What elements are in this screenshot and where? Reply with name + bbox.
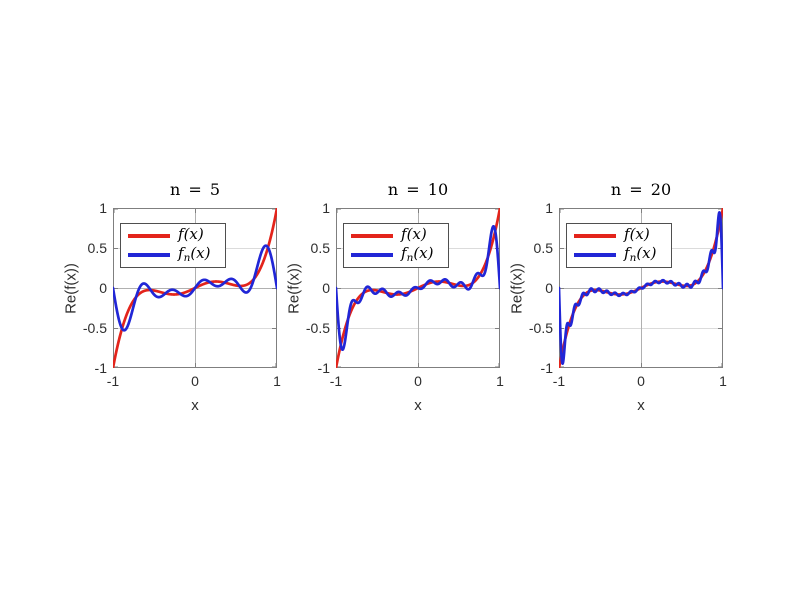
legend-line-swatch-f — [351, 234, 393, 238]
x-axis-label: x — [414, 397, 422, 414]
legend-label: f(x) — [401, 224, 427, 243]
legend-label: fn(x) — [401, 243, 434, 264]
legend: f(x) fn(x) — [566, 223, 672, 268]
x-tick-label: 1 — [719, 373, 727, 389]
curve — [336, 224, 500, 352]
subplot-title: n = 10 — [387, 180, 449, 199]
y-tick-label: 0 — [322, 280, 330, 296]
y-tick-label: -0.5 — [305, 320, 330, 336]
y-tick-label: 0 — [545, 280, 553, 296]
y-tick-label: 0.5 — [533, 240, 553, 256]
legend-label: f(x) — [624, 224, 650, 243]
x-axis-label: x — [191, 397, 199, 414]
legend-entry: f(x) — [128, 224, 220, 245]
legend-label: fn(x) — [178, 243, 211, 264]
y-tick-label: 0.5 — [310, 240, 330, 256]
y-tick-label: -0.5 — [82, 320, 107, 336]
legend-line-swatch-fn — [574, 253, 616, 257]
legend-line-swatch-f — [128, 234, 170, 238]
y-tick-label: -1 — [94, 360, 107, 376]
y-tick-label: -1 — [317, 360, 330, 376]
y-tick-label: -0.5 — [528, 320, 553, 336]
y-tick-label: 1 — [545, 200, 553, 216]
x-tick-label: -1 — [552, 373, 566, 389]
y-tick-label: 1 — [99, 200, 107, 216]
x-tick-label: -1 — [329, 373, 343, 389]
subplot-title: n = 20 — [610, 180, 672, 199]
x-tick-label: 0 — [191, 373, 199, 389]
subplot-n5: n = 5 Re(f(x)) 1 0.5 0 -0.5 -1 -1 0 1 x … — [63, 180, 281, 414]
curve — [559, 211, 723, 365]
y-tick-label: 0.5 — [87, 240, 107, 256]
legend-entry: fn(x) — [128, 243, 220, 264]
subplot-n10: n = 10 Re(f(x)) 1 0.5 0 -0.5 -1 -1 0 1 x… — [286, 180, 504, 414]
x-tick-label: 0 — [414, 373, 422, 389]
legend-line-swatch-f — [574, 234, 616, 238]
curve — [113, 244, 277, 332]
legend: f(x) fn(x) — [120, 223, 226, 268]
legend-entry: f(x) — [351, 224, 443, 245]
x-tick-label: 1 — [496, 373, 504, 389]
x-tick-label: -1 — [106, 373, 120, 389]
y-tick-label: -1 — [540, 360, 553, 376]
subplot-title: n = 5 — [169, 180, 221, 199]
x-tick-label: 1 — [273, 373, 281, 389]
legend-label: f(x) — [178, 224, 204, 243]
legend-entry: fn(x) — [351, 243, 443, 264]
subplot-n20: n = 20 Re(f(x)) 1 0.5 0 -0.5 -1 -1 0 1 x… — [509, 180, 727, 414]
y-tick-label: 1 — [322, 200, 330, 216]
legend-line-swatch-fn — [351, 253, 393, 257]
x-tick-label: 0 — [637, 373, 645, 389]
y-tick-label: 0 — [99, 280, 107, 296]
x-axis-label: x — [637, 397, 645, 414]
legend-entry: fn(x) — [574, 243, 666, 264]
legend: f(x) fn(x) — [343, 223, 449, 268]
legend-line-swatch-fn — [128, 253, 170, 257]
legend-entry: f(x) — [574, 224, 666, 245]
legend-label: fn(x) — [624, 243, 657, 264]
